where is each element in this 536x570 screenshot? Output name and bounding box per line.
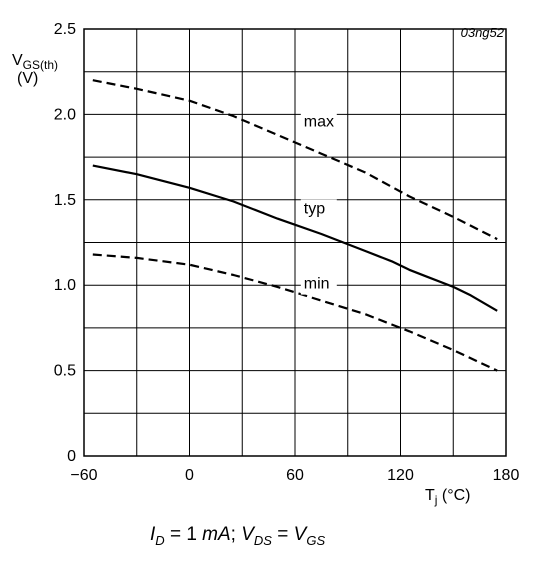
chart-labels: −60 0 60 120 180 0 0.5 1.0 1.5 2.0 2.5 [54, 21, 520, 484]
threshold-voltage-chart: max typ min −60 0 60 120 180 0 0.5 1.0 1.5 2.0 2.5 0… [12, 21, 520, 507]
series-label-bg [300, 199, 337, 220]
x-tick-label: 0 [185, 467, 194, 484]
x-tick-label: 120 [387, 467, 414, 484]
series-label-typ: typ [304, 200, 325, 217]
y-axis-unit: (V) [17, 70, 38, 87]
figure-id: 03ng52 [461, 25, 505, 40]
plot-frame [83, 28, 507, 457]
chart-series: max typ min [92, 79, 498, 372]
y-tick-label: 0.5 [54, 363, 76, 380]
x-axis-label: Tj (°C) [425, 487, 471, 507]
x-tick-label: 60 [286, 467, 304, 484]
series-line-max [92, 79, 498, 241]
y-tick-label: 2.0 [54, 106, 76, 123]
series-label-max: max [304, 113, 334, 130]
x-tick-label: −60 [70, 467, 97, 484]
y-tick-label: 2.5 [54, 21, 76, 38]
series-label-bg [300, 274, 337, 295]
test-condition-caption: ID = 1 mA; VDS = VGS [150, 524, 326, 548]
y-tick-label: 1.0 [54, 277, 76, 294]
x-tick-label: 180 [493, 467, 520, 484]
chart-grid [83, 28, 507, 457]
y-tick-label: 0 [67, 448, 76, 465]
series-line-min [92, 253, 498, 372]
y-axis-label: VGS(th) [12, 52, 58, 72]
y-tick-label: 1.5 [54, 192, 76, 209]
series-label-bg [300, 112, 337, 133]
series-label-min: min [304, 276, 330, 293]
series-line-typ [92, 164, 498, 312]
